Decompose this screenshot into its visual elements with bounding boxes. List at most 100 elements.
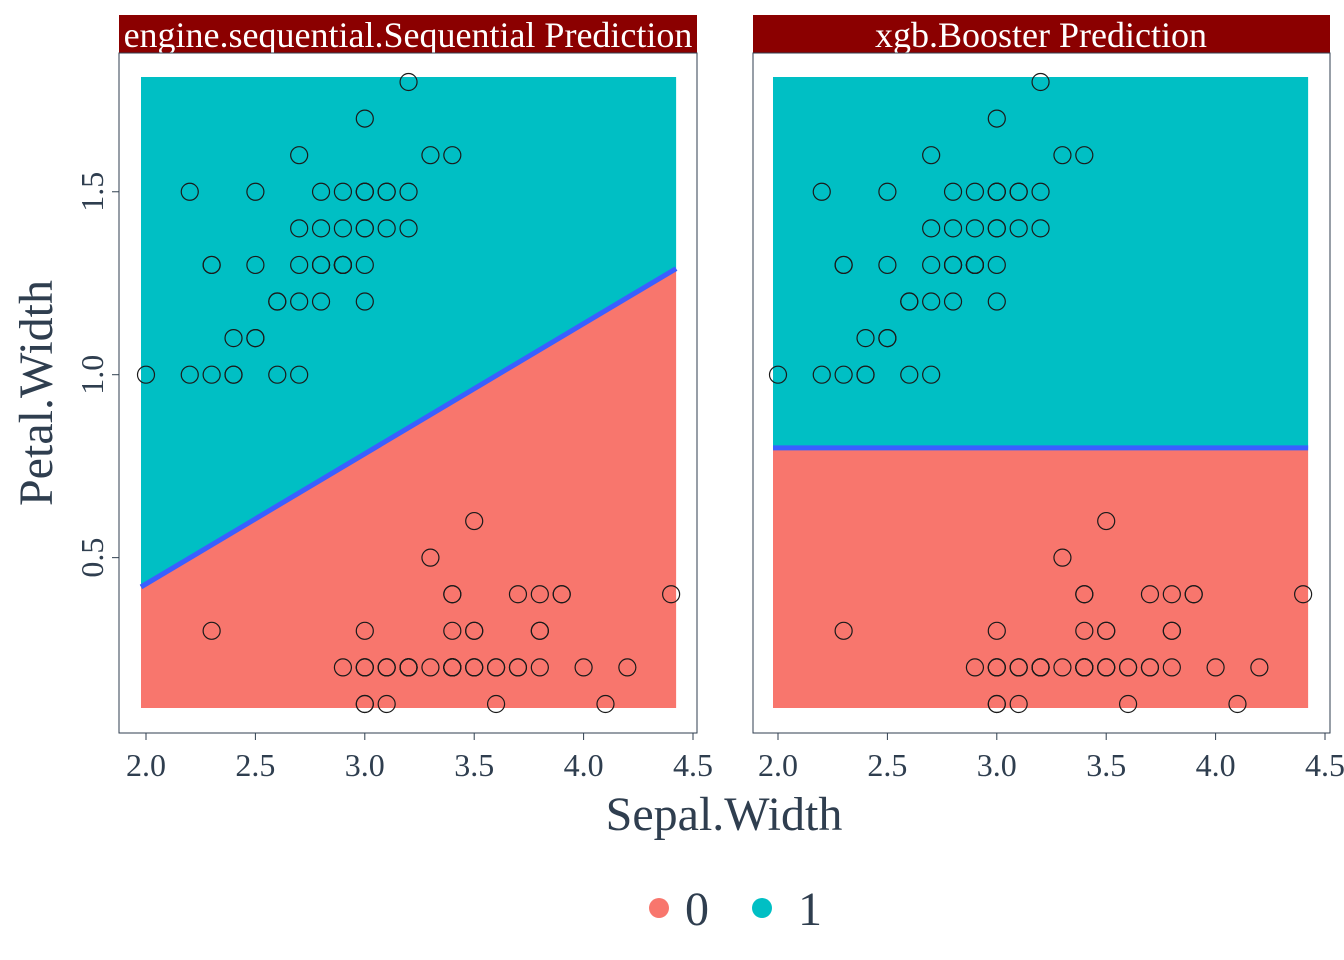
- data-point: [1053, 658, 1072, 677]
- data-point: [268, 365, 287, 384]
- data-point: [987, 219, 1006, 238]
- data-point: [856, 329, 875, 348]
- data-point: [268, 292, 287, 311]
- data-point: [1009, 694, 1028, 714]
- panel-right-title: xgb.Booster Prediction: [875, 15, 1207, 55]
- data-point: [987, 109, 1006, 128]
- data-point: [530, 585, 549, 604]
- data-point: [922, 365, 941, 384]
- legend-key-0: [649, 898, 669, 918]
- data-point: [311, 255, 331, 275]
- data-point: [1075, 146, 1094, 165]
- data-point: [224, 329, 243, 348]
- data-point: [1009, 182, 1028, 201]
- data-point: [1184, 585, 1203, 604]
- strip-right: [753, 15, 1330, 53]
- data-point: [943, 292, 963, 311]
- data-point: [530, 621, 549, 640]
- data-point: [1053, 146, 1072, 165]
- data-point: [355, 292, 374, 311]
- data-point: [180, 182, 199, 201]
- data-point: [943, 219, 963, 238]
- region-class-0: [141, 268, 677, 708]
- panel-left: engine.sequential.Sequential Prediction: [118, 15, 698, 734]
- data-point: [355, 219, 374, 238]
- data-point: [136, 365, 156, 384]
- data-point: [878, 329, 897, 348]
- data-point: [1075, 658, 1094, 677]
- data-point: [943, 255, 963, 275]
- y-tick-label: 1.5: [74, 172, 110, 212]
- data-point: [399, 219, 418, 238]
- data-point: [1162, 621, 1181, 640]
- data-point: [290, 292, 309, 311]
- data-point: [878, 182, 897, 201]
- data-point: [202, 255, 221, 275]
- data-point: [1075, 585, 1094, 604]
- data-point: [399, 182, 418, 201]
- data-point: [377, 694, 396, 714]
- data-point: [768, 365, 788, 384]
- data-point: [355, 182, 374, 201]
- data-point: [333, 255, 353, 275]
- data-point: [355, 694, 374, 714]
- data-point: [355, 109, 374, 128]
- data-point: [202, 365, 221, 384]
- data-point: [987, 694, 1006, 714]
- data-point: [355, 255, 374, 275]
- data-point: [508, 585, 528, 604]
- x-tick-label: 3.5: [1086, 747, 1126, 783]
- data-point: [618, 658, 637, 677]
- data-point: [290, 365, 309, 384]
- data-point: [1075, 621, 1094, 640]
- data-point: [1031, 182, 1050, 201]
- data-point: [421, 548, 440, 567]
- data-point: [465, 621, 484, 640]
- x-tick-label: 4.5: [673, 747, 713, 783]
- data-point: [834, 255, 853, 275]
- x-tick-label: 2.0: [758, 747, 798, 783]
- data-point: [922, 146, 941, 165]
- legend: 0 1: [649, 883, 822, 936]
- x-axis-title: Sepal.Width: [606, 788, 843, 841]
- data-point: [421, 146, 440, 165]
- x-tick-label: 2.5: [867, 747, 907, 783]
- data-point: [574, 658, 593, 677]
- decision-boundary: [139, 266, 678, 590]
- data-point: [1009, 658, 1028, 677]
- left-y-ticks: 0.5 1.0 1.5: [74, 172, 119, 578]
- data-point: [465, 511, 484, 531]
- data-point: [290, 146, 309, 165]
- data-point: [922, 255, 941, 275]
- data-point: [486, 694, 506, 714]
- region-class-1: [141, 77, 677, 587]
- data-point: [333, 219, 353, 238]
- data-point: [355, 621, 374, 640]
- data-point: [900, 292, 919, 311]
- x-tick-label: 4.0: [1196, 747, 1236, 783]
- data-point: [443, 658, 462, 677]
- data-point: [965, 255, 985, 275]
- data-point: [311, 292, 331, 311]
- data-point: [900, 365, 919, 384]
- data-point: [834, 621, 853, 640]
- data-point: [922, 292, 941, 311]
- data-point: [246, 329, 265, 348]
- data-point: [311, 219, 331, 238]
- data-point: [1031, 658, 1050, 677]
- data-point: [421, 658, 440, 677]
- x-tick-label: 3.0: [977, 747, 1017, 783]
- left-x-ticks: 2.0 2.5 3.0 3.5 4.0 4.5: [126, 733, 713, 783]
- x-tick-label: 4.5: [1305, 747, 1344, 783]
- legend-label-0: 0: [685, 883, 709, 936]
- panel-left-title: engine.sequential.Sequential Prediction: [124, 15, 693, 55]
- data-point: [1031, 219, 1050, 238]
- data-point: [377, 219, 396, 238]
- data-point: [922, 219, 941, 238]
- data-point: [1228, 694, 1247, 714]
- right-regions: [773, 77, 1309, 708]
- data-point: [180, 365, 199, 384]
- left-regions: [139, 77, 678, 708]
- data-point: [1140, 585, 1160, 604]
